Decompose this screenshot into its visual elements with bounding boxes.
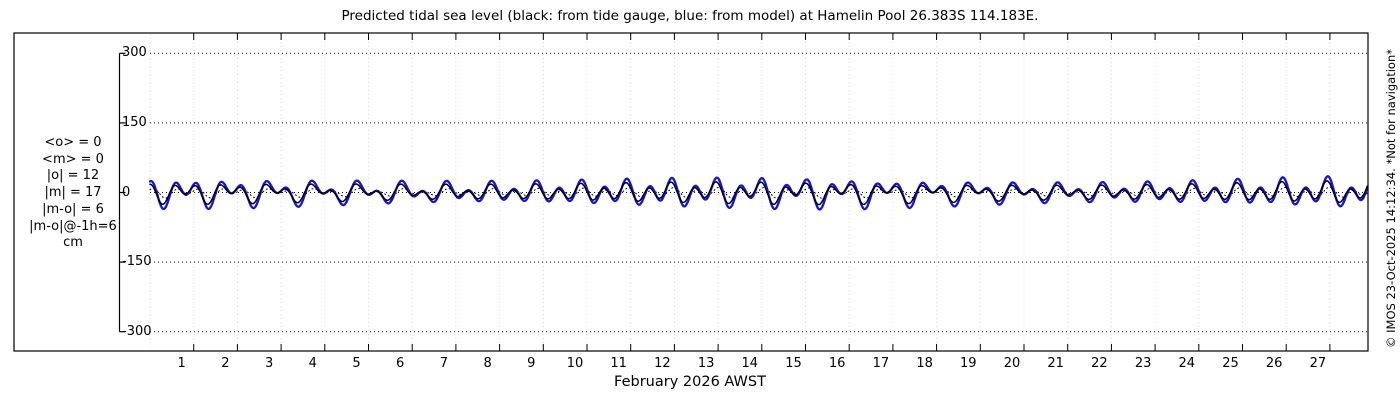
x-tick-label: 18 xyxy=(916,356,933,371)
x-tick-label: 5 xyxy=(352,356,361,371)
stats-line: <m> = 0 xyxy=(42,151,104,167)
x-tick-label: 21 xyxy=(1047,356,1064,371)
x-tick-label: 14 xyxy=(741,356,759,371)
stats-line: |m-o|@-1h=6 xyxy=(29,218,117,234)
x-tick-label: 11 xyxy=(610,356,627,371)
x-tick-label: 1 xyxy=(177,356,186,371)
x-tick-label: 3 xyxy=(264,356,274,371)
difference-line xyxy=(149,186,1368,199)
y-tick-label: -150 xyxy=(122,254,152,269)
x-tick-label: 12 xyxy=(654,356,671,371)
observed-line xyxy=(149,180,1369,206)
y-tick-label: 150 xyxy=(122,115,147,130)
x-axis-title: February 2026 AWST xyxy=(614,374,766,390)
stats-line: |m| = 17 xyxy=(44,185,102,201)
x-tick-label: 22 xyxy=(1091,356,1108,371)
stats-line: <o> = 0 xyxy=(44,135,102,150)
stats-panel: <o> = 0 <m> = 0 |o| = 12 |m| = 17 |m-o| = 6 |… xyxy=(8,135,138,252)
x-tick-label: 24 xyxy=(1178,356,1196,371)
x-tick-label: 7 xyxy=(439,356,449,371)
plot-frame xyxy=(13,32,1369,352)
x-tick-label: 16 xyxy=(828,356,846,371)
stats-line: |m-o| = 6 xyxy=(42,201,104,217)
x-tick-label: 9 xyxy=(527,356,536,371)
x-tick-label: 6 xyxy=(396,356,405,371)
y-tick-label: -300 xyxy=(122,324,152,339)
x-tick-label: 19 xyxy=(960,356,977,371)
x-tick-label: 8 xyxy=(483,356,492,371)
x-tick-label: 23 xyxy=(1134,356,1152,371)
chart-title: Predicted tidal sea level (black: from t… xyxy=(341,8,1039,24)
x-tick-label: 2 xyxy=(221,356,230,371)
x-tick-label: 27 xyxy=(1309,356,1327,371)
stats-line: cm xyxy=(63,235,83,251)
y-tick-label: 0 xyxy=(122,185,131,200)
x-tick-label: 15 xyxy=(785,356,802,371)
credit-watermark: © IMOS 23-Oct-2025 14:12:34. *Not for na… xyxy=(1384,49,1398,348)
x-tick-label: 13 xyxy=(697,356,715,371)
x-tick-label: 20 xyxy=(1003,356,1021,371)
stats-line: |o| = 12 xyxy=(46,168,100,184)
x-tick-label: 10 xyxy=(566,356,584,371)
x-tick-label: 4 xyxy=(308,356,317,371)
y-tick-label: 300 xyxy=(122,45,147,60)
x-tick-label: 17 xyxy=(872,356,890,371)
x-tick-label: 25 xyxy=(1222,356,1239,371)
x-tick-label: 26 xyxy=(1265,356,1283,371)
